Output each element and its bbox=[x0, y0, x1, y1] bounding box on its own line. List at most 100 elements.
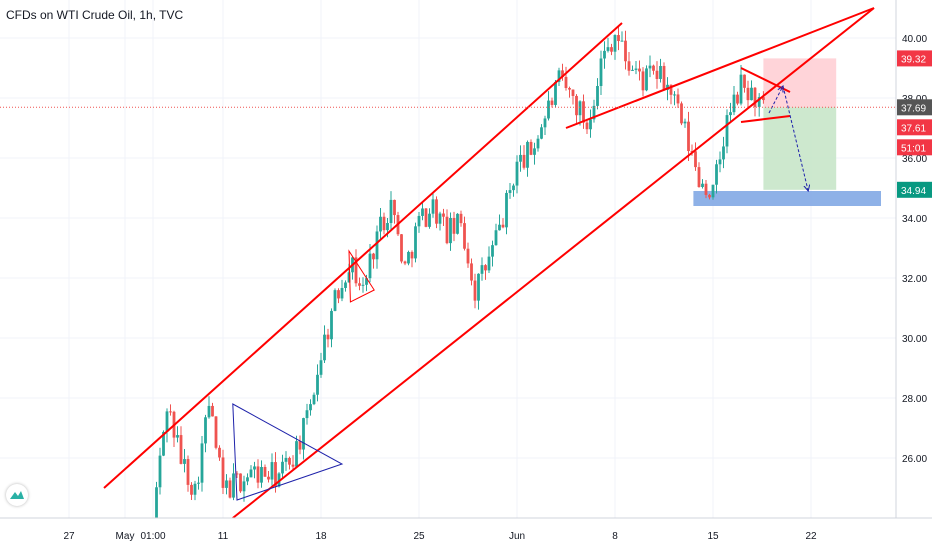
price-tick-label: 32.00 bbox=[902, 274, 927, 285]
candle-body bbox=[722, 146, 725, 160]
candle-body bbox=[585, 122, 589, 130]
candle-body bbox=[337, 290, 340, 299]
candle-body bbox=[578, 101, 582, 116]
time-tick-label: May bbox=[116, 531, 135, 542]
candle-body bbox=[414, 226, 417, 259]
price-tick-label: 28.00 bbox=[902, 394, 927, 405]
candle-body bbox=[568, 88, 571, 90]
candle-body bbox=[508, 190, 512, 193]
candle-body bbox=[631, 69, 634, 71]
small-triangle-pattern bbox=[348, 249, 375, 303]
candle-body bbox=[389, 199, 393, 224]
candle-body bbox=[340, 287, 344, 299]
time-tick-label: 15 bbox=[707, 531, 719, 542]
candle-body bbox=[480, 265, 484, 274]
candle-body bbox=[466, 248, 470, 264]
candle-body bbox=[407, 251, 410, 264]
candle-body bbox=[176, 435, 179, 438]
candle-body bbox=[648, 65, 652, 69]
candle-body bbox=[354, 257, 358, 284]
candle-body bbox=[309, 404, 312, 411]
candle-body bbox=[704, 183, 708, 195]
candle-body bbox=[445, 216, 449, 244]
candle-body bbox=[403, 261, 407, 264]
candle-body bbox=[554, 81, 557, 105]
candle-body bbox=[459, 213, 463, 224]
candle-body bbox=[529, 141, 533, 155]
candle-body bbox=[400, 234, 403, 262]
candle-body bbox=[186, 459, 190, 485]
candle-body bbox=[330, 310, 333, 340]
candle-body bbox=[533, 148, 536, 155]
candle-body bbox=[162, 431, 165, 456]
candle-body bbox=[431, 199, 435, 214]
candle-body bbox=[582, 101, 585, 123]
candle-body bbox=[274, 462, 277, 487]
trend-drawings bbox=[103, 7, 875, 519]
candle-body bbox=[344, 282, 347, 288]
candle-body bbox=[270, 462, 274, 480]
price-tick-label: 30.00 bbox=[902, 334, 927, 345]
support-zone bbox=[693, 191, 881, 206]
candle-body bbox=[365, 278, 368, 285]
candle-body bbox=[421, 208, 424, 216]
candle-body bbox=[592, 105, 596, 120]
price-tag bbox=[897, 119, 932, 136]
candle-body bbox=[281, 461, 284, 474]
candle-body bbox=[204, 417, 207, 444]
candle-body bbox=[183, 459, 186, 464]
candle-body bbox=[221, 457, 225, 488]
candle-body bbox=[750, 87, 753, 101]
candle-body bbox=[190, 484, 193, 495]
tradingview-logo-icon[interactable] bbox=[6, 484, 28, 506]
candle-body bbox=[673, 94, 676, 96]
take-profit-zone bbox=[763, 107, 837, 190]
time-tick-label: 22 bbox=[805, 531, 817, 542]
candle-body bbox=[666, 84, 669, 90]
forecast-down-arrow bbox=[782, 85, 808, 191]
time-axis[interactable]: 27 May 01:00 11 18 25 Jun 8 15 22 bbox=[0, 517, 932, 550]
candle-body bbox=[169, 411, 172, 413]
candle-body bbox=[449, 217, 452, 244]
candle-body bbox=[536, 138, 540, 149]
candle-body bbox=[624, 40, 627, 62]
candle-body bbox=[256, 466, 260, 483]
candle-body bbox=[613, 35, 617, 52]
candle-body bbox=[526, 141, 529, 168]
candle-body bbox=[235, 473, 239, 475]
candle-body bbox=[540, 127, 543, 139]
price-tag-label: 39.32 bbox=[901, 54, 926, 65]
candle-body bbox=[610, 47, 613, 52]
candle-body bbox=[571, 89, 575, 96]
time-tick-label: 27 bbox=[63, 531, 75, 542]
candle-body bbox=[193, 483, 197, 495]
candle-body bbox=[547, 100, 550, 119]
candle-body bbox=[200, 443, 204, 483]
candle-body bbox=[242, 481, 246, 492]
candle-body bbox=[424, 208, 428, 227]
candle-body bbox=[246, 477, 249, 482]
time-tick-label: 18 bbox=[315, 531, 327, 542]
candle-body bbox=[211, 405, 214, 417]
candle-body bbox=[589, 119, 592, 130]
time-tick-label: 01:00 bbox=[140, 531, 165, 542]
candle-body bbox=[746, 87, 750, 101]
candle-body bbox=[732, 94, 736, 113]
candle-body bbox=[491, 245, 494, 257]
candle-body bbox=[379, 216, 382, 232]
candle-body bbox=[739, 74, 743, 104]
candle-body bbox=[442, 213, 445, 217]
candle-body bbox=[386, 223, 389, 231]
recent-triangle-bottom-line bbox=[740, 115, 791, 123]
candle-body bbox=[683, 121, 687, 124]
price-tag bbox=[897, 50, 932, 67]
candle-body bbox=[557, 70, 561, 82]
candle-body bbox=[753, 87, 757, 107]
candle-body bbox=[298, 441, 302, 450]
chart-title: CFDs on WTI Crude Oil, 1h, TVC bbox=[6, 8, 184, 22]
candle-body bbox=[515, 161, 519, 186]
candle-body bbox=[284, 457, 288, 462]
trade-zones bbox=[693, 58, 881, 206]
